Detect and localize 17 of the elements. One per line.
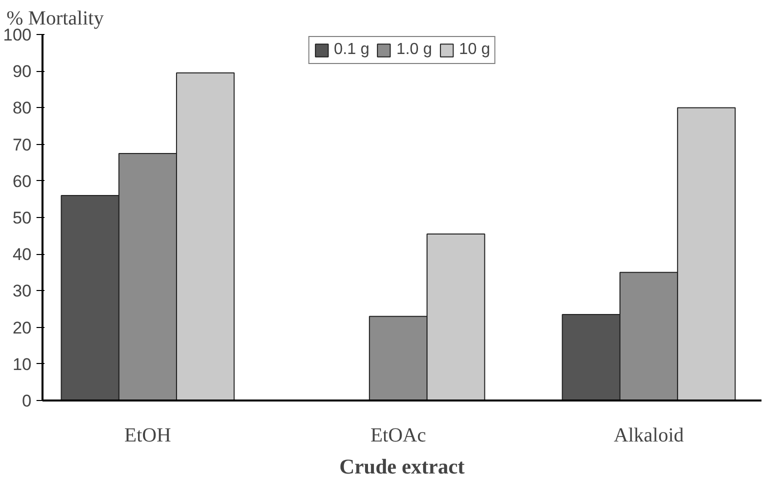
x-axis-title: Crude extract [339, 454, 465, 478]
y-tick-label: 40 [12, 245, 32, 264]
x-tick-label: Alkaloid [614, 424, 684, 446]
y-tick-label: 80 [12, 98, 32, 118]
legend-label: 0.1 g [334, 41, 370, 59]
y-tick-label: 50 [12, 208, 32, 228]
legend-label: 10 g [459, 41, 490, 59]
x-tick-label: EtOH [124, 424, 172, 446]
legend-label: 1.0 g [396, 41, 432, 59]
y-tick-label: 60 [12, 172, 32, 191]
y-tick-label: 20 [12, 318, 32, 338]
y-tick-label: 90 [12, 62, 32, 82]
y-tick-label: 0 [22, 392, 32, 410]
x-tick-label: EtOAc [370, 424, 426, 446]
y-tick-label: 70 [12, 135, 32, 154]
y-tick-label: 30 [12, 282, 32, 301]
y-tick-label: 10 [12, 354, 32, 374]
